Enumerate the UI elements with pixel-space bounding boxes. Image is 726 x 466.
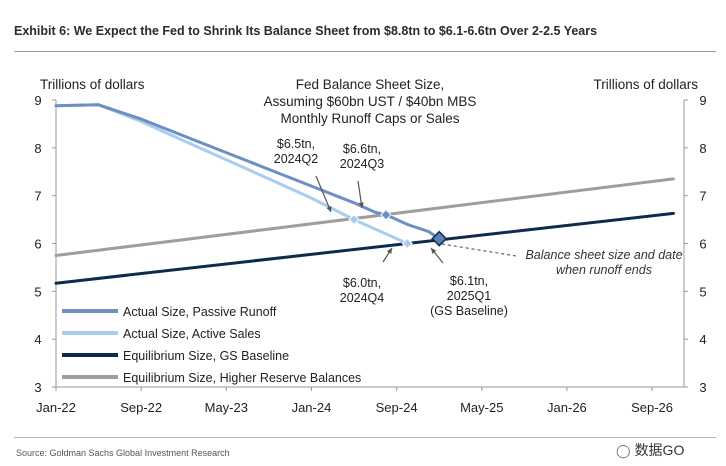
- marker-label: 2024Q3: [340, 157, 385, 171]
- marker-label: 2024Q4: [340, 291, 385, 305]
- series-line-1: [54, 103, 441, 241]
- data-marker: [401, 237, 413, 250]
- marker-label: 2025Q1: [447, 289, 492, 303]
- x-tick-label: May-23: [205, 400, 248, 415]
- footer-divider: [14, 437, 716, 438]
- wechat-icon: ◯: [616, 443, 631, 458]
- marker-label: $6.0tn,: [343, 276, 381, 290]
- marker-label: $6.6tn,: [343, 142, 381, 156]
- x-tick-label: Jan-22: [36, 400, 76, 415]
- y-tick-label-right: 7: [699, 189, 706, 204]
- legend-label: Equilibrium Size, Higher Reserve Balance…: [123, 371, 361, 385]
- y-tick-label-left: 6: [34, 237, 41, 252]
- x-tick-label: Sep-24: [376, 400, 418, 415]
- watermark: ◯ 数据GO: [616, 440, 684, 460]
- y-tick-label-left: 5: [34, 284, 41, 299]
- marker-arrow: [315, 175, 332, 213]
- y-axis-title-left: Trillions of dollars: [40, 77, 145, 92]
- legend-label: Equilibrium Size, GS Baseline: [123, 349, 289, 363]
- marker-label: (GS Baseline): [430, 304, 508, 318]
- series-line-4: [54, 177, 675, 257]
- y-axis-title-right: Trillions of dollars: [593, 77, 698, 92]
- marker-arrowhead: [386, 248, 392, 254]
- y-tick-label-right: 9: [699, 93, 706, 108]
- title-divider: [14, 51, 716, 52]
- legend-label: Actual Size, Active Sales: [123, 327, 261, 341]
- x-tick-label: May-25: [460, 400, 503, 415]
- y-tick-label-right: 6: [699, 237, 706, 252]
- marker-label: $6.1tn,: [450, 274, 488, 288]
- y-tick-label-left: 7: [34, 189, 41, 204]
- exhibit-title: Exhibit 6: We Expect the Fed to Shrink I…: [14, 24, 598, 38]
- y-tick-label-right: 4: [699, 332, 706, 347]
- x-tick-label: Jan-26: [547, 400, 587, 415]
- runoff-annotation: Balance sheet size and date: [525, 248, 682, 262]
- chart-title-line: Monthly Runoff Caps or Sales: [280, 111, 459, 126]
- x-tick-label: Sep-26: [631, 400, 673, 415]
- marker-arrowhead: [431, 248, 437, 254]
- legend-label: Actual Size, Passive Runoff: [123, 305, 277, 319]
- data-marker: [380, 209, 392, 221]
- y-tick-label-left: 3: [34, 380, 41, 395]
- y-tick-label-right: 3: [699, 380, 706, 395]
- y-tick-label-left: 4: [34, 332, 41, 347]
- y-tick-label-left: 8: [34, 141, 41, 156]
- series-line-3: [54, 211, 675, 285]
- data-marker: [431, 230, 448, 247]
- marker-arrowhead: [358, 202, 364, 208]
- chart-title-line: Assuming $60bn UST / $40bn MBS: [264, 94, 477, 109]
- watermark-text: 数据GO: [634, 442, 685, 458]
- marker-label: $6.5tn,: [277, 137, 315, 151]
- runoff-annotation: when runoff ends: [556, 263, 652, 277]
- marker-arrowhead: [326, 206, 332, 212]
- data-marker: [348, 213, 360, 226]
- x-tick-label: Sep-22: [120, 400, 162, 415]
- x-tick-label: Jan-24: [292, 400, 332, 415]
- source-note: Source: Goldman Sachs Global Investment …: [16, 448, 230, 458]
- y-tick-label-right: 5: [699, 284, 706, 299]
- marker-label: 2024Q2: [274, 152, 319, 166]
- y-tick-label-left: 9: [34, 93, 41, 108]
- chart-title-line: Fed Balance Sheet Size,: [296, 77, 445, 92]
- annotation-leader: [435, 242, 517, 257]
- y-tick-label-right: 8: [699, 141, 706, 156]
